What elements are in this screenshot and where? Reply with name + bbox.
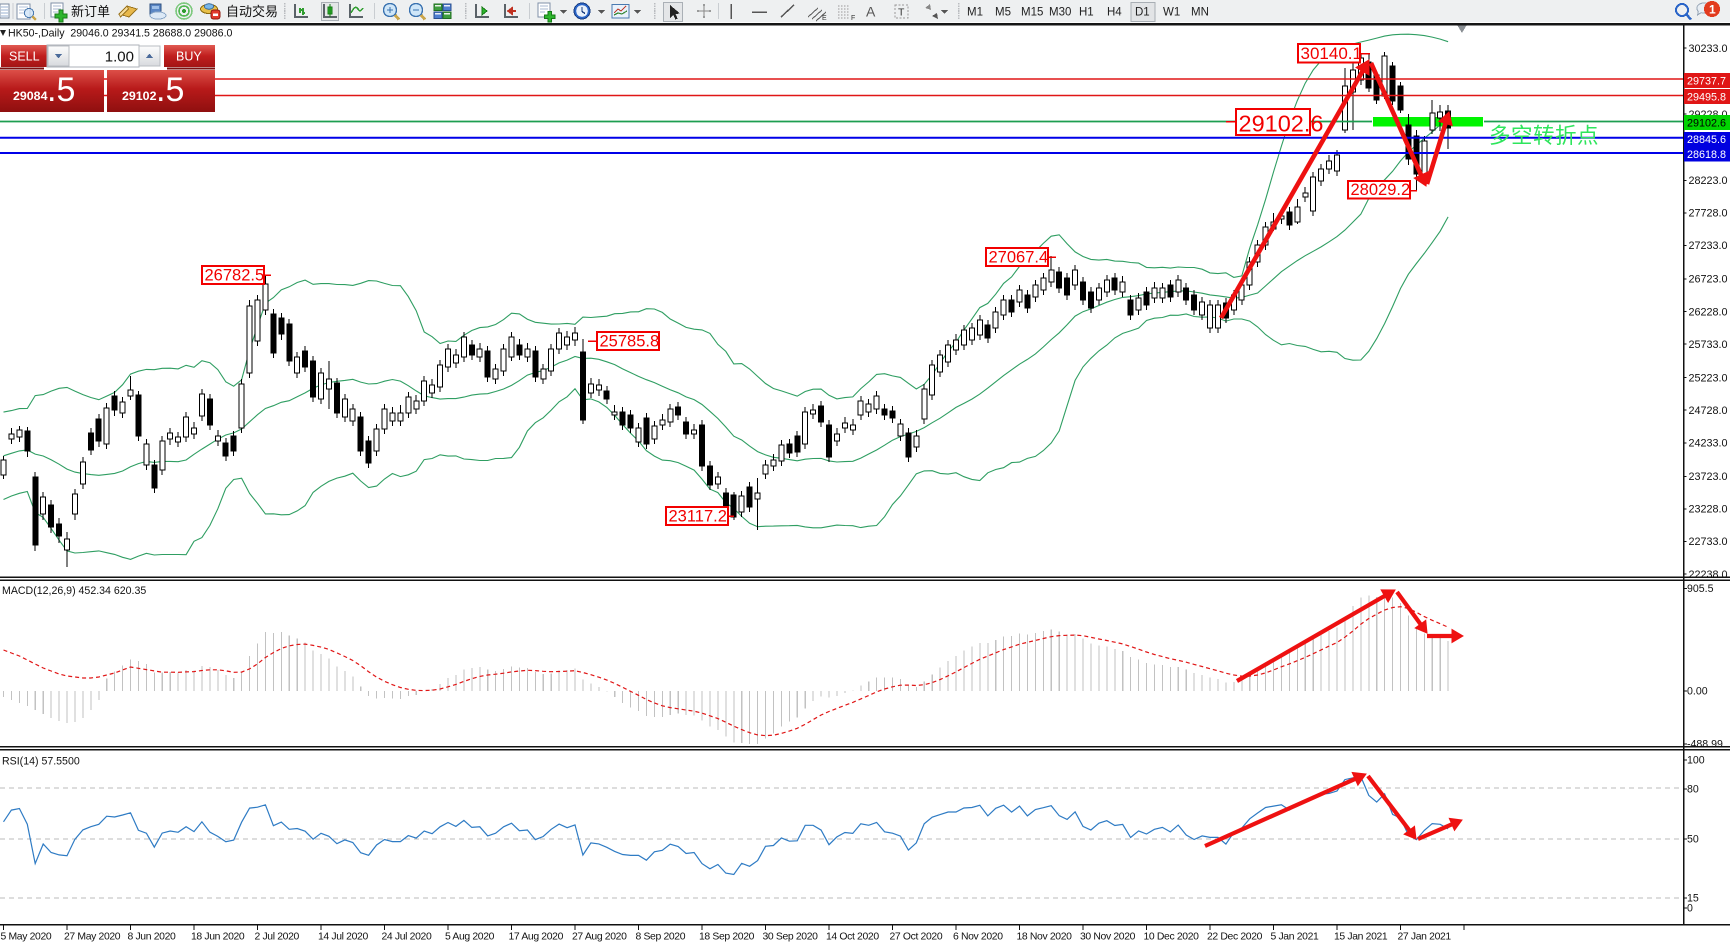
svg-text:0.00: 0.00 <box>1687 686 1708 698</box>
svg-text:24233.0: 24233.0 <box>1689 438 1728 450</box>
svg-text:1: 1 <box>1709 3 1716 17</box>
svg-text:HK50-,Daily 29046.0 29341.5 2: HK50-,Daily 29046.0 29341.5 28688.0 2908… <box>8 27 233 39</box>
svg-text:MACD(12,26,9) 452.34 620.35: MACD(12,26,9) 452.34 620.35 <box>2 585 146 597</box>
svg-text:M30: M30 <box>1049 7 1071 19</box>
svg-text:RSI(14) 57.5500: RSI(14) 57.5500 <box>2 756 80 768</box>
svg-text:22733.0: 22733.0 <box>1689 536 1728 548</box>
svg-text:自动交易: 自动交易 <box>226 4 278 19</box>
svg-text:23228.0: 23228.0 <box>1689 504 1728 516</box>
svg-text:5 May 2020: 5 May 2020 <box>1 932 52 943</box>
svg-text:25785.8: 25785.8 <box>600 333 660 351</box>
svg-text:-488.99: -488.99 <box>1687 739 1723 751</box>
svg-text:A: A <box>866 4 876 20</box>
svg-text:W1: W1 <box>1163 7 1180 19</box>
svg-text:8 Jun 2020: 8 Jun 2020 <box>128 932 176 943</box>
svg-text:25223.0: 25223.0 <box>1689 372 1728 384</box>
svg-text:6 Nov 2020: 6 Nov 2020 <box>953 932 1003 943</box>
svg-text:.5: .5 <box>156 71 184 109</box>
svg-text:27 Aug 2020: 27 Aug 2020 <box>572 932 627 943</box>
svg-text:BUY: BUY <box>176 50 202 64</box>
svg-text:27728.0: 27728.0 <box>1689 208 1728 220</box>
svg-text:17 Aug 2020: 17 Aug 2020 <box>509 932 564 943</box>
svg-text:28618.8: 28618.8 <box>1687 149 1726 161</box>
svg-text:26782.5: 26782.5 <box>205 267 265 285</box>
svg-text:30233.0: 30233.0 <box>1689 43 1728 55</box>
svg-text:30 Nov 2020: 30 Nov 2020 <box>1080 932 1136 943</box>
svg-text:5 Aug 2020: 5 Aug 2020 <box>445 932 495 943</box>
svg-text:25733.0: 25733.0 <box>1689 339 1728 351</box>
svg-text:14 Oct 2020: 14 Oct 2020 <box>826 932 879 943</box>
svg-text:22 Dec 2020: 22 Dec 2020 <box>1207 932 1263 943</box>
svg-text:905.5: 905.5 <box>1687 583 1714 595</box>
svg-text:22238.0: 22238.0 <box>1689 569 1728 581</box>
svg-text:D1: D1 <box>1135 7 1150 19</box>
svg-text:15 Jan 2021: 15 Jan 2021 <box>1334 932 1388 943</box>
svg-text:0: 0 <box>1687 903 1693 915</box>
svg-text:MN: MN <box>1191 7 1209 19</box>
svg-text:27 Oct 2020: 27 Oct 2020 <box>890 932 943 943</box>
svg-text:29102.6: 29102.6 <box>1687 117 1726 129</box>
svg-text:27 May 2020: 27 May 2020 <box>64 932 121 943</box>
svg-text:23117.2: 23117.2 <box>669 508 727 526</box>
svg-text:2 Jul 2020: 2 Jul 2020 <box>255 932 300 943</box>
svg-text:26228.0: 26228.0 <box>1689 306 1728 318</box>
svg-text:14 Jul 2020: 14 Jul 2020 <box>318 932 368 943</box>
svg-text:29737.7: 29737.7 <box>1687 75 1726 87</box>
svg-text:10 Dec 2020: 10 Dec 2020 <box>1144 932 1200 943</box>
svg-text:SELL: SELL <box>9 50 40 64</box>
svg-text:30140.1: 30140.1 <box>1301 44 1362 63</box>
svg-text:29102: 29102 <box>122 89 157 103</box>
svg-text:E: E <box>822 15 827 22</box>
svg-text:T: T <box>898 7 905 19</box>
svg-text:H1: H1 <box>1079 7 1094 19</box>
svg-text:100: 100 <box>1687 755 1705 767</box>
svg-text:29084: 29084 <box>13 89 48 103</box>
svg-text:18 Sep 2020: 18 Sep 2020 <box>699 932 755 943</box>
svg-text:M15: M15 <box>1021 7 1043 19</box>
svg-text:23723.0: 23723.0 <box>1689 471 1728 483</box>
svg-text:H4: H4 <box>1107 7 1122 19</box>
svg-text:M1: M1 <box>967 7 983 19</box>
svg-text:28845.6: 28845.6 <box>1687 134 1726 146</box>
svg-text:50: 50 <box>1687 834 1699 846</box>
svg-text:27 Jan 2021: 27 Jan 2021 <box>1398 932 1452 943</box>
svg-text:18 Nov 2020: 18 Nov 2020 <box>1017 932 1073 943</box>
svg-text:27067.4: 27067.4 <box>989 249 1049 267</box>
svg-text:29495.8: 29495.8 <box>1687 91 1726 103</box>
svg-text:28223.0: 28223.0 <box>1689 175 1728 187</box>
svg-text:15: 15 <box>1687 893 1699 905</box>
svg-text:18 Jun 2020: 18 Jun 2020 <box>191 932 245 943</box>
svg-text:24 Jul 2020: 24 Jul 2020 <box>382 932 432 943</box>
svg-text:26723.0: 26723.0 <box>1689 274 1728 286</box>
svg-text:5 Jan 2021: 5 Jan 2021 <box>1271 932 1319 943</box>
svg-text:27233.0: 27233.0 <box>1689 240 1728 252</box>
svg-text:30 Sep 2020: 30 Sep 2020 <box>763 932 819 943</box>
svg-text:.5: .5 <box>47 71 75 109</box>
svg-text:28029.2: 28029.2 <box>1351 181 1411 199</box>
svg-text:F: F <box>851 15 855 22</box>
svg-text:29102.6: 29102.6 <box>1239 111 1324 137</box>
svg-text:1.00: 1.00 <box>105 49 134 66</box>
svg-text:M5: M5 <box>995 7 1011 19</box>
svg-text:8 Sep 2020: 8 Sep 2020 <box>636 932 686 943</box>
svg-text:24728.0: 24728.0 <box>1689 405 1728 417</box>
svg-text:80: 80 <box>1687 784 1699 796</box>
svg-text:新订单: 新订单 <box>71 4 110 19</box>
svg-text:多空转折点: 多空转折点 <box>1489 124 1599 148</box>
